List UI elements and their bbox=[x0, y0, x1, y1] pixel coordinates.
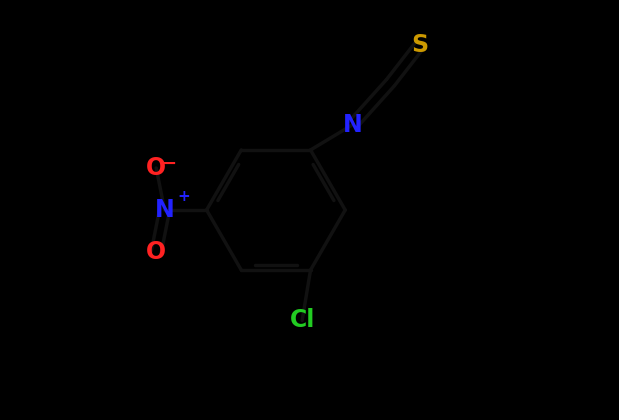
Text: −: − bbox=[161, 155, 176, 173]
Text: Cl: Cl bbox=[290, 308, 315, 332]
Text: +: + bbox=[177, 189, 190, 204]
Text: N: N bbox=[343, 113, 363, 137]
Text: S: S bbox=[411, 33, 428, 57]
Text: O: O bbox=[146, 240, 167, 264]
Text: O: O bbox=[146, 156, 167, 180]
Text: N: N bbox=[155, 198, 175, 222]
